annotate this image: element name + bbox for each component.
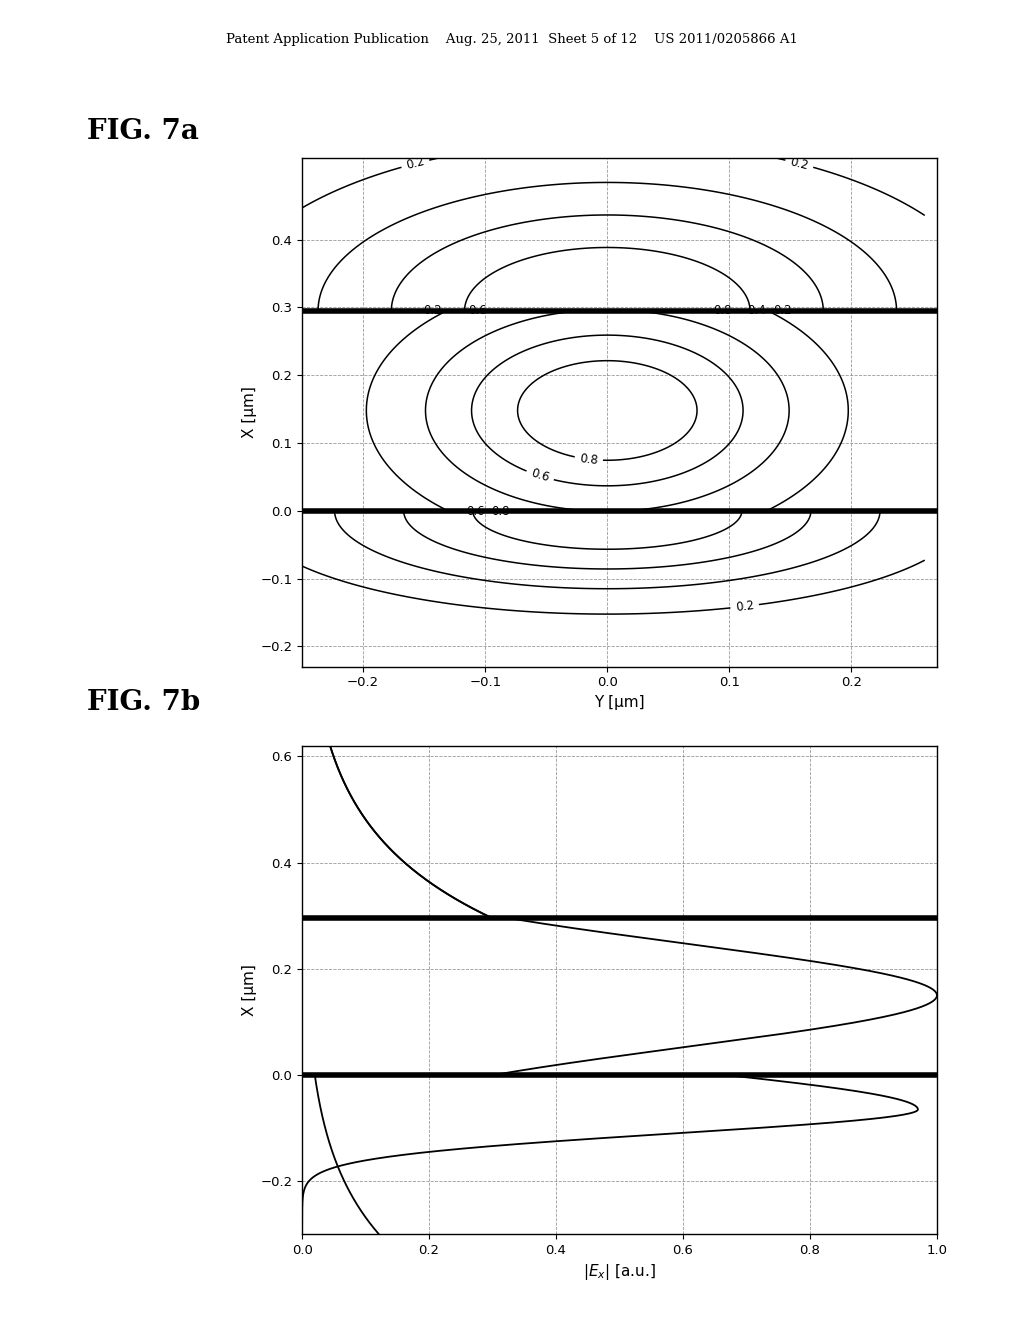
Text: 0.6: 0.6 [468,304,486,317]
Text: 0.2: 0.2 [424,305,442,317]
Text: 0.6: 0.6 [466,504,484,517]
X-axis label: Y [μm]: Y [μm] [594,694,645,710]
Text: FIG. 7b: FIG. 7b [87,689,201,717]
Text: 0.6: 0.6 [529,467,551,484]
Text: 0.8: 0.8 [713,304,731,317]
Text: 0.4: 0.4 [746,304,766,317]
Y-axis label: X [μm]: X [μm] [243,964,257,1016]
X-axis label: $|E_x|$ [a.u.]: $|E_x|$ [a.u.] [583,1262,656,1283]
Text: 0.2: 0.2 [404,154,426,172]
Text: FIG. 7a: FIG. 7a [87,117,199,145]
Text: 0.2: 0.2 [788,154,810,172]
Text: Patent Application Publication    Aug. 25, 2011  Sheet 5 of 12    US 2011/020586: Patent Application Publication Aug. 25, … [226,33,798,46]
Text: 0.2: 0.2 [773,305,792,317]
Y-axis label: X [μm]: X [μm] [243,387,257,438]
Text: 0.8: 0.8 [579,451,599,467]
Text: 0.8: 0.8 [492,504,510,517]
Text: 0.2: 0.2 [734,599,755,614]
